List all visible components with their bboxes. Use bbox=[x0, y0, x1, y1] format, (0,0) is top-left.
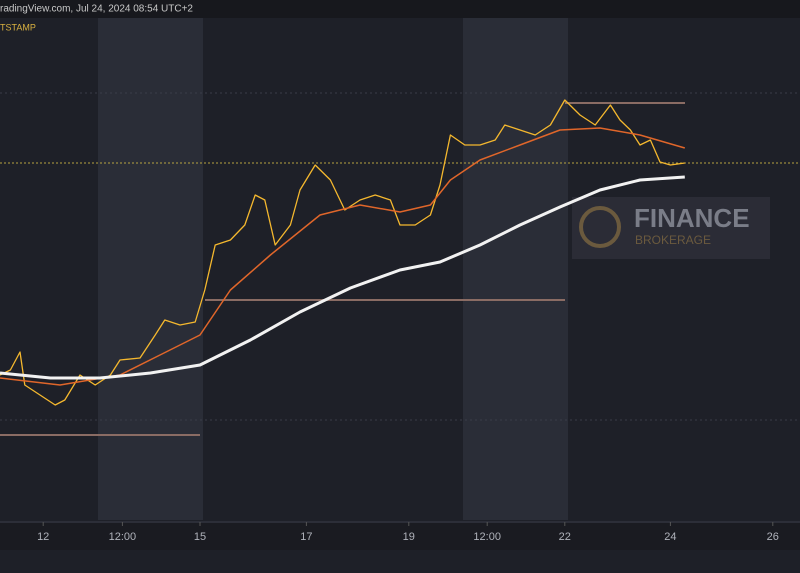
session-shade bbox=[98, 18, 203, 520]
x-tick-label: 12 bbox=[37, 531, 49, 543]
x-axis-band bbox=[0, 523, 800, 550]
header-text: radingView.com, Jul 24, 2024 08:54 UTC+2 bbox=[0, 4, 193, 15]
x-tick-label: 22 bbox=[559, 531, 571, 543]
symbol-text: TSTAMP bbox=[0, 22, 36, 32]
x-tick-label: 19 bbox=[403, 531, 415, 543]
x-tick-label: 17 bbox=[300, 531, 312, 543]
x-tick-label: 24 bbox=[664, 531, 676, 543]
series-line bbox=[0, 175, 685, 380]
series-line bbox=[0, 127, 686, 386]
header-bar bbox=[0, 0, 800, 18]
session-shade bbox=[463, 18, 568, 520]
x-tick-label: 26 bbox=[767, 531, 779, 543]
x-tick-label: 12:00 bbox=[473, 531, 501, 543]
watermark-logo bbox=[579, 206, 621, 248]
watermark-subtext: BROKERAGE bbox=[635, 233, 711, 247]
x-tick-label: 15 bbox=[194, 531, 206, 543]
watermark-text: FINANCE bbox=[634, 203, 750, 233]
x-tick-label: 12:00 bbox=[109, 531, 137, 543]
